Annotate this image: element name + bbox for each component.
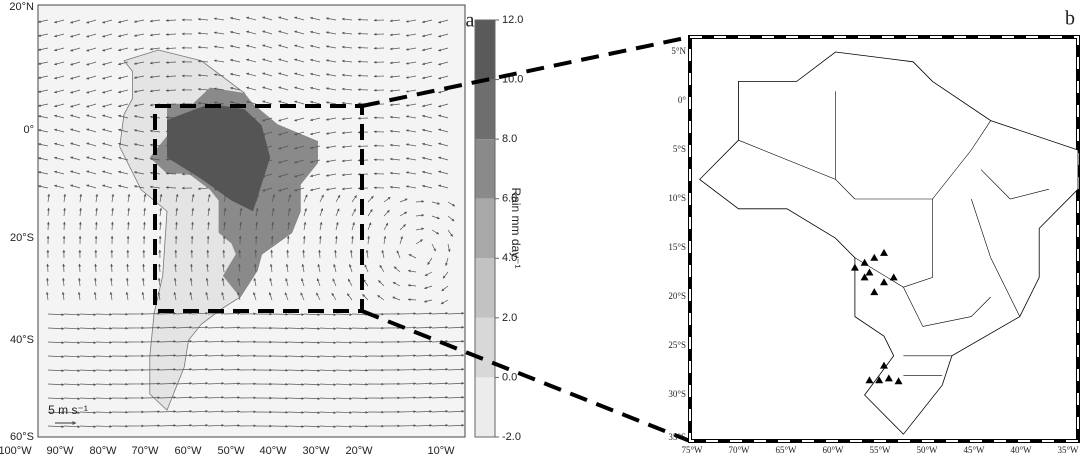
lon-label: 60°W bbox=[174, 445, 202, 457]
lat-label: 20°N bbox=[9, 1, 34, 13]
lat-label: 30°S bbox=[668, 389, 686, 399]
panel-a: a 5 m s⁻¹ Rain mm day⁻¹ 20°N0°20°S40°S60… bbox=[0, 1, 523, 457]
lat-label: 60°S bbox=[10, 431, 34, 443]
colorbar-segment bbox=[475, 20, 495, 80]
lon-label: 90°W bbox=[46, 445, 74, 457]
lon-label: 75°W bbox=[681, 445, 703, 455]
lon-label: 60°W bbox=[822, 445, 844, 455]
lat-label: 20°S bbox=[668, 291, 686, 301]
colorbar-segment bbox=[475, 258, 495, 318]
lat-label: 15°S bbox=[668, 242, 686, 252]
colorbar-segment bbox=[475, 318, 495, 378]
lon-label: 45°W bbox=[963, 445, 985, 455]
colorbar-tick-label: 0.0 bbox=[502, 371, 517, 383]
lon-label: 30°W bbox=[302, 445, 330, 457]
lat-label: 10°S bbox=[668, 193, 686, 203]
lon-label: 10°W bbox=[427, 445, 455, 457]
colorbar-tick-label: 12.0 bbox=[502, 14, 523, 26]
colorbar-tick-label: 8.0 bbox=[502, 133, 517, 145]
colorbar-tick-label: -2.0 bbox=[502, 431, 521, 443]
panel-label: b bbox=[1065, 8, 1075, 30]
colorbar-tick-label: 2.0 bbox=[502, 312, 517, 324]
colorbar-segment bbox=[475, 377, 495, 437]
lat-label: 5°S bbox=[673, 144, 686, 154]
colorbar-tick-label: 6.0 bbox=[502, 193, 517, 205]
lon-label: 35°W bbox=[1057, 445, 1079, 455]
lon-label: 50°W bbox=[217, 445, 245, 457]
lat-label: 0° bbox=[23, 124, 34, 136]
colorbar-segment bbox=[475, 139, 495, 199]
lon-label: 40°W bbox=[259, 445, 287, 457]
lon-label: 20°W bbox=[345, 445, 373, 457]
lat-label: 40°S bbox=[10, 334, 34, 346]
reference-vector-label: 5 m s⁻¹ bbox=[48, 403, 88, 417]
lon-label: 70°W bbox=[131, 445, 159, 457]
figure: a 5 m s⁻¹ Rain mm day⁻¹ 20°N0°20°S40°S60… bbox=[0, 0, 1081, 457]
lat-label: 20°S bbox=[10, 232, 34, 244]
lon-label: 80°W bbox=[89, 445, 117, 457]
lat-label: 35°S bbox=[668, 432, 686, 442]
lon-label: 40°W bbox=[1010, 445, 1032, 455]
colorbar-segment bbox=[475, 80, 495, 140]
lon-label: 65°W bbox=[775, 445, 797, 455]
panel-label: a bbox=[466, 10, 475, 32]
lon-label: 100°W bbox=[0, 445, 32, 457]
panel-b: b 5°N 0° 5°S 10°S 15°S 20°S 25°S 30°S 35°S 75°W 70… bbox=[668, 8, 1079, 455]
colorbar-tick-label: 4.0 bbox=[502, 252, 517, 264]
lat-label: 0° bbox=[678, 95, 687, 105]
lon-label: 50°W bbox=[916, 445, 938, 455]
lat-label: 25°S bbox=[668, 340, 686, 350]
lon-label: 70°W bbox=[728, 445, 750, 455]
lon-label: 55°W bbox=[869, 445, 891, 455]
lat-label: 5°N bbox=[671, 46, 686, 56]
colorbar-segment bbox=[475, 199, 495, 259]
